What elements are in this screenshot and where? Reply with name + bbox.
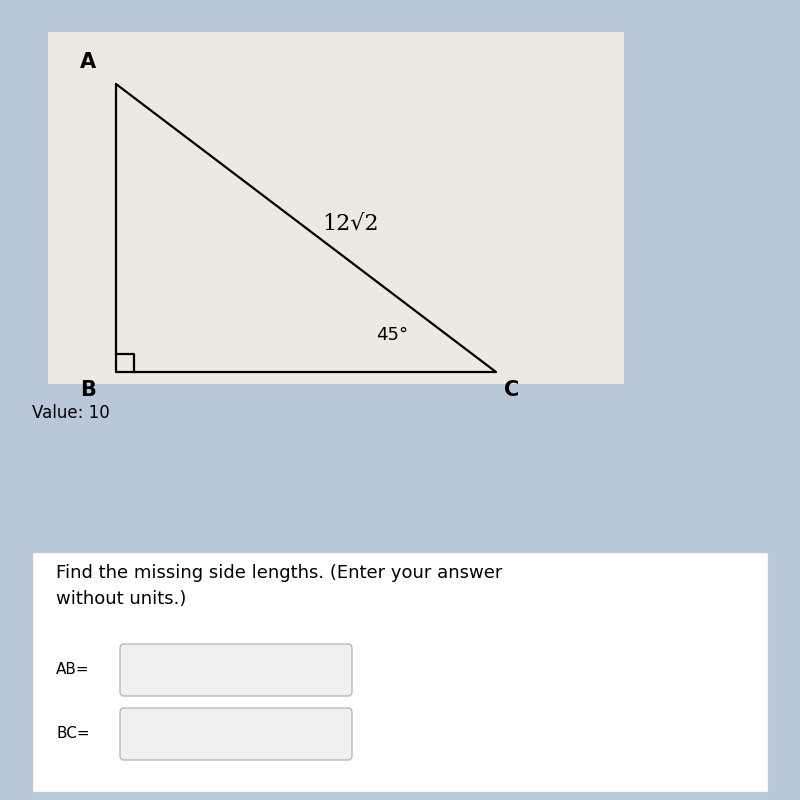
Text: AB=: AB= bbox=[56, 662, 90, 678]
Text: Find the missing side lengths. (Enter your answer: Find the missing side lengths. (Enter yo… bbox=[56, 564, 502, 582]
Text: BC=: BC= bbox=[56, 726, 90, 742]
Text: A: A bbox=[80, 52, 96, 72]
FancyBboxPatch shape bbox=[120, 644, 352, 696]
Text: B: B bbox=[80, 380, 96, 400]
FancyBboxPatch shape bbox=[120, 708, 352, 760]
Bar bbox=[48, 32, 624, 384]
Text: 45°: 45° bbox=[376, 326, 408, 344]
Text: Value: 10: Value: 10 bbox=[32, 404, 110, 422]
Bar bbox=[32, 552, 768, 792]
Text: 12√2: 12√2 bbox=[322, 213, 378, 235]
Text: without units.): without units.) bbox=[56, 590, 186, 608]
Text: C: C bbox=[504, 380, 519, 400]
